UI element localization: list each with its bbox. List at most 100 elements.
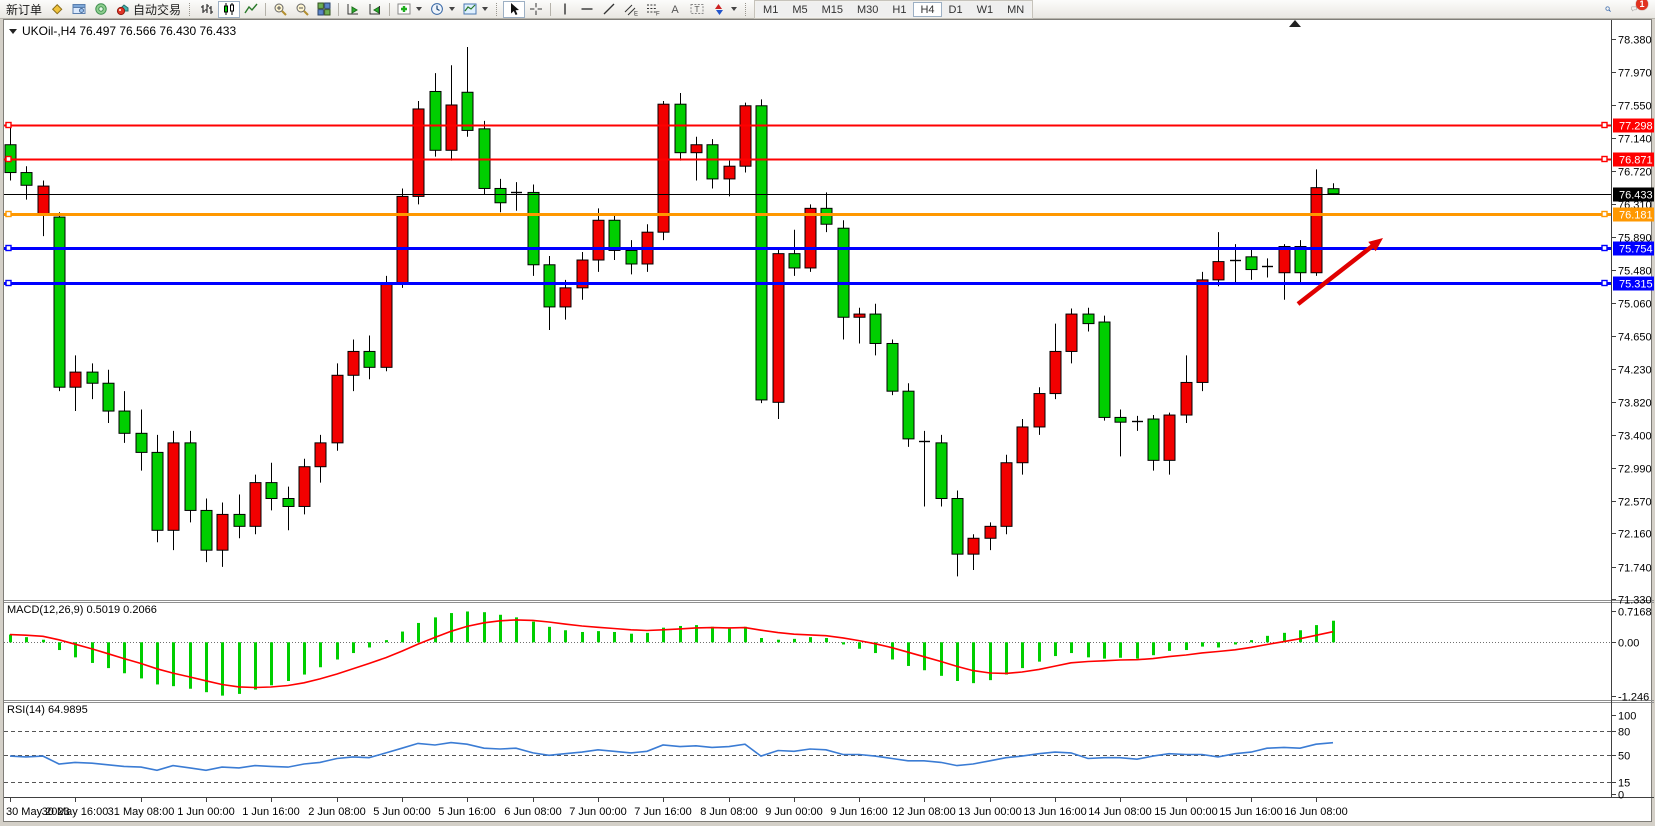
time-label: 1 Jun 16:00	[242, 806, 300, 818]
line-handle[interactable]	[1601, 210, 1608, 218]
tile-windows-button[interactable]	[313, 1, 335, 18]
macd-tick-label: -1.246	[1618, 692, 1649, 704]
arrow-annotation[interactable]	[1296, 242, 1377, 306]
arrows-tool-button[interactable]	[708, 1, 741, 18]
terminal-button[interactable]	[68, 1, 90, 18]
svg-text:E: E	[634, 12, 638, 17]
macd-histogram-bar	[434, 617, 437, 643]
price-tick-label: 74.230	[1618, 365, 1652, 377]
horizontal-line-tool-button[interactable]	[576, 1, 598, 18]
line-handle[interactable]	[1601, 121, 1608, 129]
macd-histogram-bar	[450, 613, 453, 643]
candle-bullish	[723, 165, 736, 180]
new-order-button[interactable]: 新订单	[2, 1, 46, 18]
zoom-in-button[interactable]	[269, 1, 291, 18]
macd-histogram-bar	[1087, 642, 1090, 658]
price-label-box-text: 77.298	[1619, 121, 1653, 133]
chart-shift-marker[interactable]	[1289, 20, 1301, 27]
time-axis[interactable]	[4, 798, 1611, 822]
bar-chart-mode-button[interactable]	[196, 1, 218, 18]
fibonacci-icon: F	[646, 2, 660, 16]
text-label-tool-button[interactable]: T	[686, 1, 708, 18]
market-watch-button[interactable]	[46, 1, 68, 18]
rsi-indicator-label: RSI(14) 64.9895	[7, 704, 88, 716]
candle-bullish	[559, 287, 572, 308]
macd-histogram-bar	[319, 642, 322, 668]
horizontal-line-icon	[580, 2, 594, 16]
symbol-dropdown-icon[interactable]	[9, 28, 17, 34]
trendline-tool-button[interactable]	[598, 1, 620, 18]
price-axis[interactable]	[1612, 20, 1655, 797]
macd-histogram-bar	[907, 642, 910, 666]
timeframe-button-m15[interactable]: M15	[814, 1, 850, 17]
candle-bearish	[461, 91, 474, 131]
periods-button[interactable]	[426, 1, 459, 18]
line-handle[interactable]	[5, 244, 12, 252]
candle-bearish	[869, 313, 882, 344]
line-handle[interactable]	[5, 279, 12, 287]
candle-bearish	[429, 90, 442, 151]
cursor-tool-button[interactable]	[503, 0, 526, 18]
macd-histogram-bar	[483, 612, 486, 643]
equidistant-channel-tool-button[interactable]: E	[620, 1, 642, 18]
price-label-box	[1613, 152, 1654, 167]
notifications-button[interactable]: 1	[1625, 0, 1648, 17]
timeframe-button-m1[interactable]: M1	[756, 1, 786, 17]
price-tick-label: 72.990	[1618, 464, 1652, 476]
timeframe-button-m30[interactable]: M30	[850, 1, 886, 17]
macd-histogram-bar	[140, 642, 143, 679]
macd-histogram-bar	[368, 642, 371, 648]
templates-button[interactable]	[459, 1, 492, 18]
candlestick-mode-button[interactable]	[218, 0, 241, 18]
timeframe-button-mn[interactable]: MN	[1000, 1, 1032, 17]
candle-bearish	[625, 249, 638, 265]
indicators-button[interactable]	[393, 1, 426, 18]
macd-histogram-bar	[123, 642, 126, 674]
candle-bullish	[1049, 350, 1062, 395]
candle-bullish	[1163, 414, 1176, 461]
crosshair-tool-button[interactable]	[525, 1, 547, 18]
timeframe-button-h1[interactable]: H1	[885, 1, 914, 17]
line-handle[interactable]	[5, 121, 12, 129]
candle-bearish	[363, 350, 376, 368]
timeframe-button-m5[interactable]: M5	[785, 1, 815, 17]
cursor-icon	[507, 2, 521, 16]
macd-histogram-bar	[662, 627, 665, 643]
candle-bearish	[1098, 321, 1111, 418]
macd-histogram-bar	[417, 622, 420, 643]
timeframe-button-h4[interactable]: H4	[913, 1, 942, 17]
macd-histogram-bar	[1299, 630, 1302, 643]
vertical-line-tool-button[interactable]	[554, 1, 576, 18]
line-handle[interactable]	[1601, 244, 1608, 252]
timeframe-button-d1[interactable]: D1	[941, 1, 970, 17]
fibonacci-tool-button[interactable]: F	[642, 1, 664, 18]
candle-bullish	[1180, 381, 1193, 416]
chart-window	[3, 19, 1652, 822]
time-label: 8 Jun 08:00	[700, 806, 758, 818]
timeframe-button-w1[interactable]: W1	[969, 1, 1001, 17]
line-chart-mode-button[interactable]	[240, 1, 262, 18]
time-label: 15 Jun 16:00	[1219, 806, 1283, 818]
main-toolbar: 新订单 自动交易	[0, 0, 1655, 19]
arrow-annotation-head[interactable]	[1368, 238, 1383, 252]
line-handle[interactable]	[1601, 155, 1608, 163]
rsi-line	[9, 741, 1334, 772]
zoom-out-button[interactable]	[291, 1, 313, 18]
line-handle[interactable]	[1601, 279, 1608, 287]
autotrading-button[interactable]: 自动交易	[112, 1, 185, 18]
auto-scroll-button[interactable]	[342, 1, 364, 18]
candle-bullish	[772, 253, 785, 403]
toolbar-separator	[389, 2, 391, 16]
macd-histogram-bar	[1234, 642, 1237, 645]
candle-bearish	[200, 509, 213, 551]
price-tick-label: 75.060	[1618, 299, 1652, 311]
bar-chart-icon	[200, 2, 214, 16]
macd-histogram-bar	[842, 642, 845, 645]
data-connection-button[interactable]	[90, 1, 112, 18]
chart-shift-button[interactable]	[364, 1, 386, 18]
line-handle[interactable]	[5, 210, 12, 218]
search-button[interactable]	[1599, 1, 1617, 17]
text-tool-button[interactable]: A	[664, 1, 686, 18]
line-handle[interactable]	[5, 155, 12, 163]
